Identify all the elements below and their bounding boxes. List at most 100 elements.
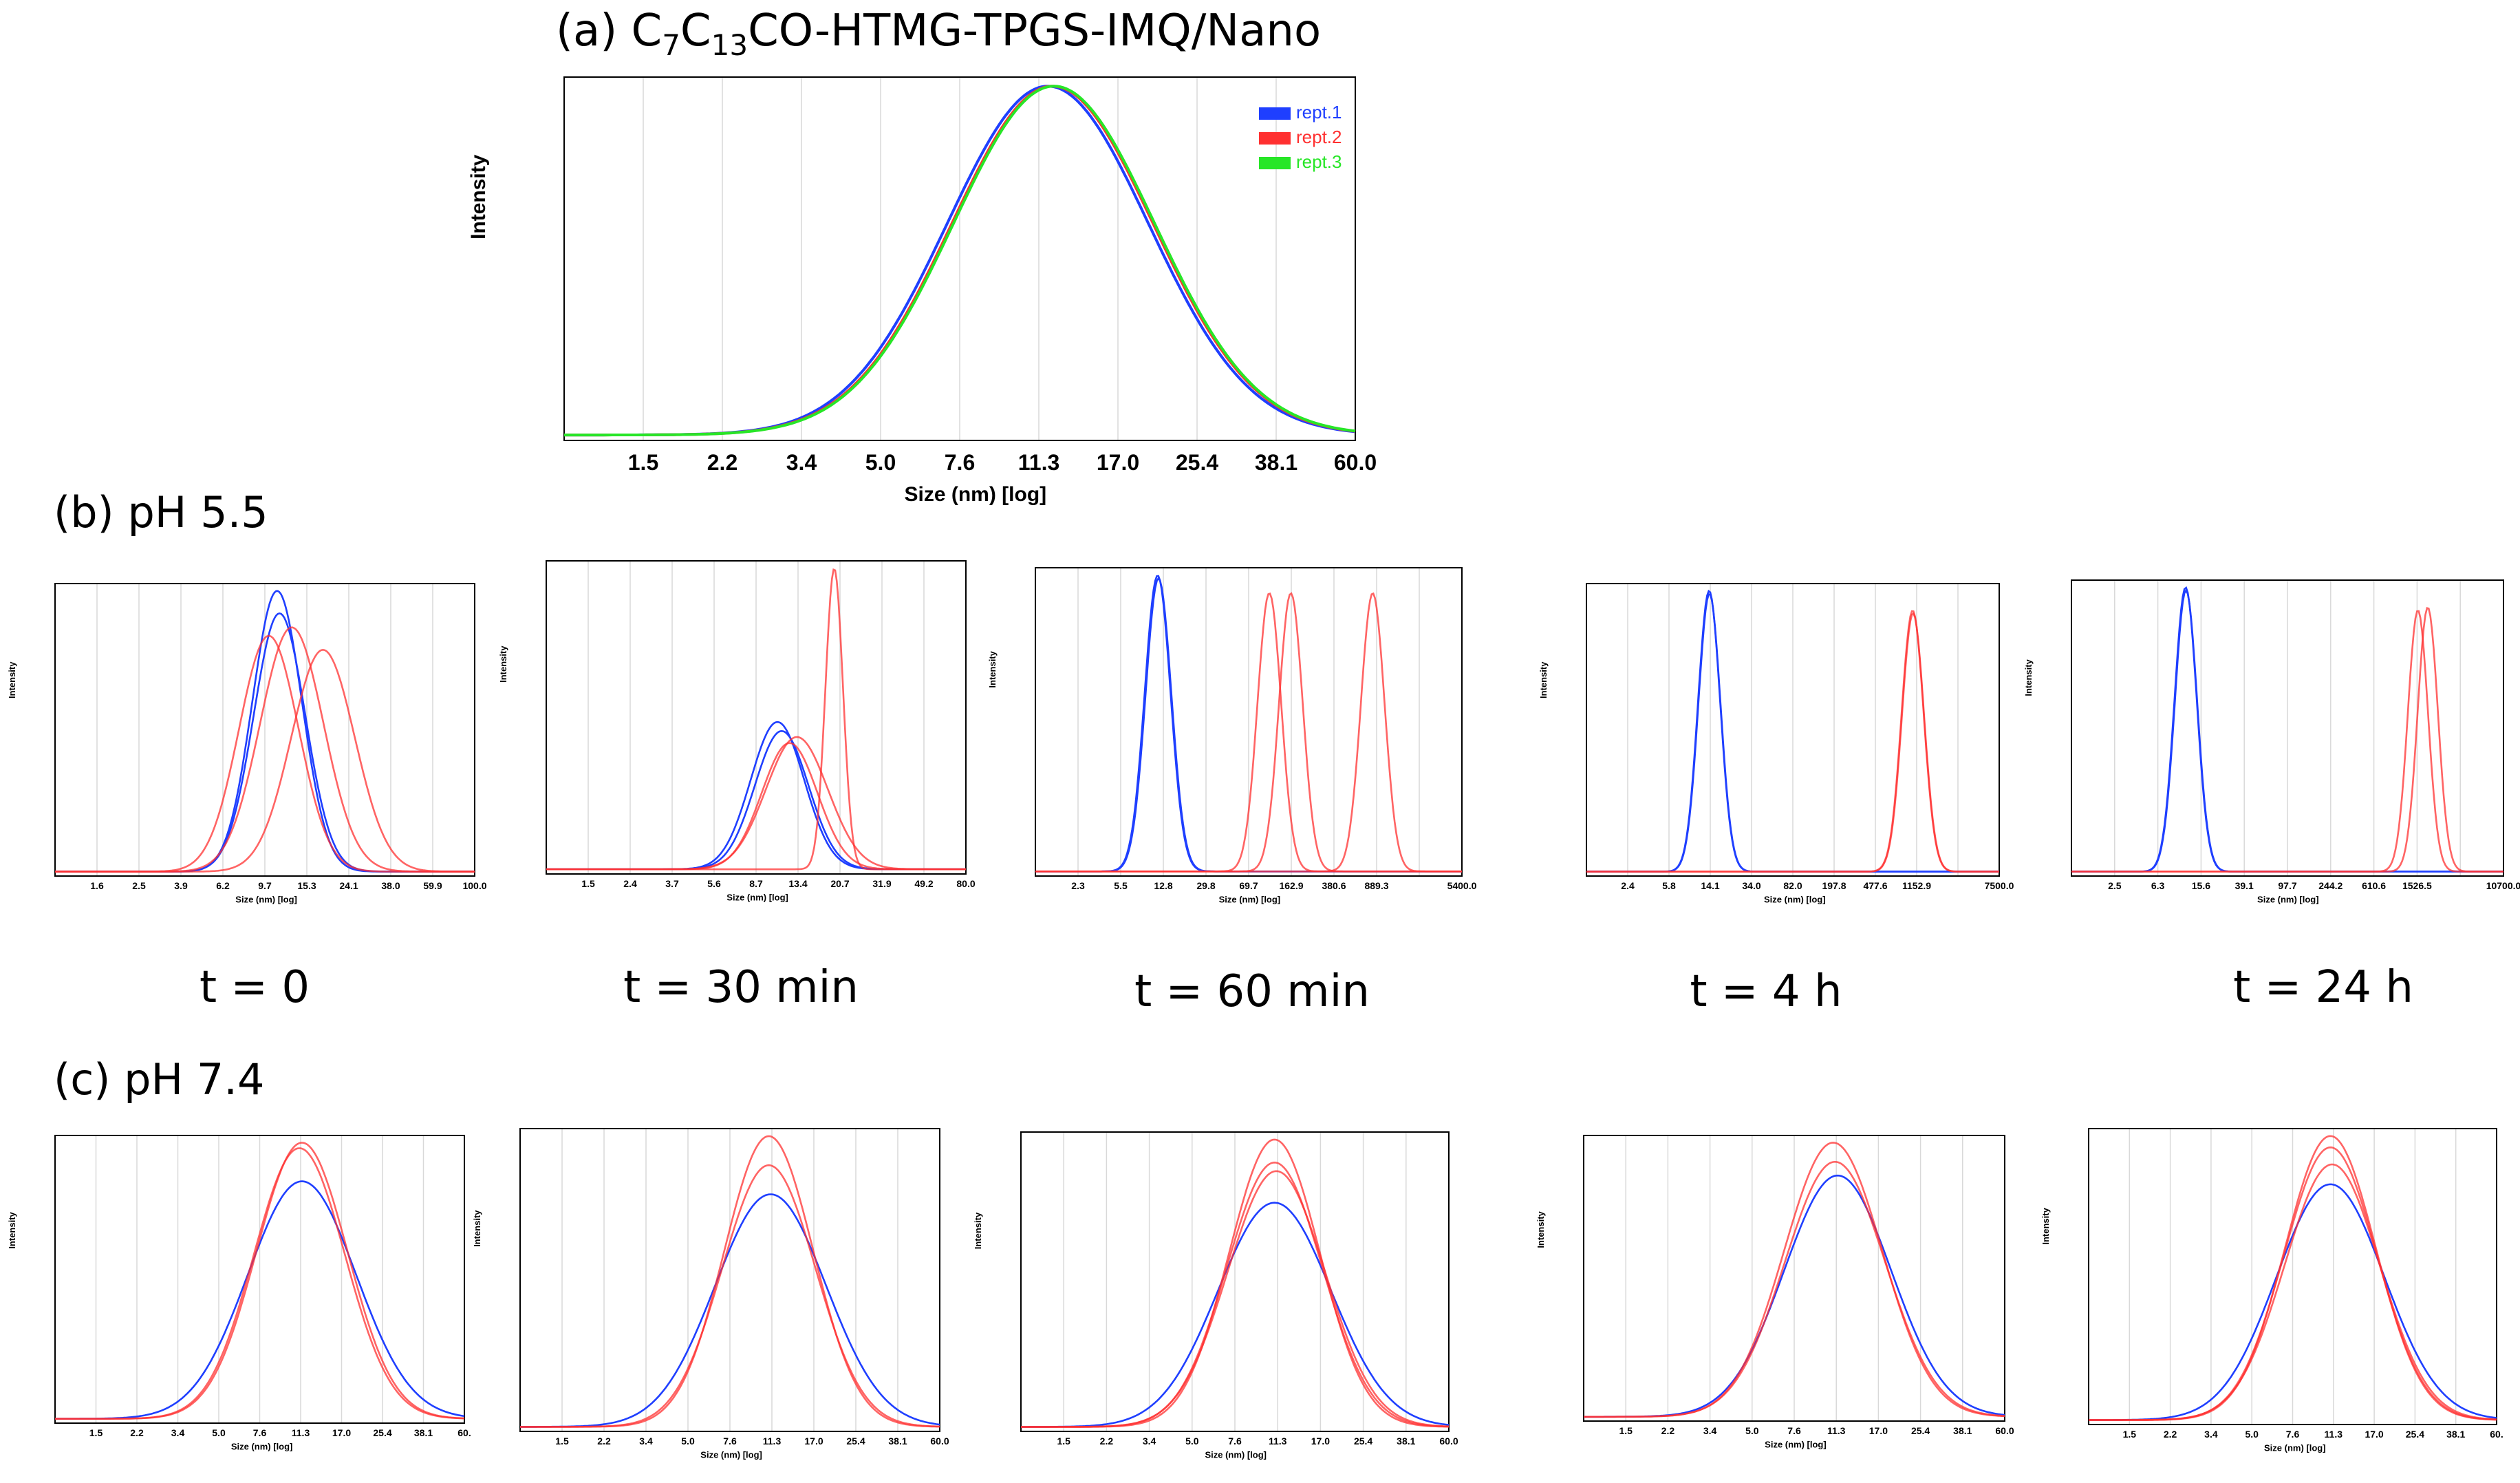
tick-label: 1.5 <box>581 878 595 889</box>
x-axis-label: Size (nm) [log] <box>1205 1450 1267 1460</box>
tick-label: 1152.9 <box>1902 880 1931 891</box>
chart-b30: 1.5 2.4 3.7 5.6 8.7 13.4 20.7 31.9 49.2 80.0 Size … <box>498 560 976 903</box>
chart-c60: 1.5 2.2 3.4 5.0 7.6 11.3 17.0 25.4 38.1 60.0 Size … <box>973 1131 1458 1460</box>
y-axis-label: Intensity <box>2040 1207 2051 1244</box>
chart-c30: 1.5 2.2 3.4 5.0 7.6 11.3 17.0 25.4 38.1 60.0 Size … <box>472 1128 949 1460</box>
series-line-rept-5 <box>546 568 966 871</box>
tick-label: 20.7 <box>830 878 849 889</box>
tick-label: 60. <box>457 1427 471 1438</box>
y-axis-label: Intensity <box>7 1211 17 1248</box>
panel-a-prefix: (a) <box>556 6 632 56</box>
chart-c24h: 1.5 2.2 3.4 5.0 7.6 11.3 17.0 25.4 38.1 60. Size (… <box>2040 1128 2503 1453</box>
tick-label: 2.2 <box>2164 1429 2177 1440</box>
tick-label: 82.0 <box>1783 880 1802 891</box>
tick-label: 17.0 <box>804 1436 823 1447</box>
tick-label: 12.8 <box>1154 880 1172 891</box>
tick-label: 25.4 <box>373 1427 391 1438</box>
tick-label: 97.7 <box>2278 880 2296 891</box>
legend-swatch <box>1259 132 1291 145</box>
tick-label: 2.2 <box>597 1436 611 1447</box>
tick-label: 25.4 <box>1354 1436 1372 1447</box>
y-axis-label: Intensity <box>973 1212 983 1249</box>
tick-label: 17.0 <box>332 1427 351 1438</box>
tick-label: 1.5 <box>2123 1429 2137 1440</box>
tick-label: 10700.0 <box>2486 880 2520 891</box>
tick-label: 5.0 <box>1185 1436 1199 1447</box>
tick-label: 6.3 <box>2151 880 2165 891</box>
tick-label: 38.0 <box>381 880 400 891</box>
tick-label: 2.2 <box>707 450 737 475</box>
tick-label: 6.2 <box>216 880 230 891</box>
chart-b4h: 2.4 5.8 14.1 34.0 82.0 197.8 477.6 1152.9 7500.0… <box>1538 583 2014 905</box>
tick-label: 38.1 <box>414 1427 433 1438</box>
tick-label: 25.4 <box>1176 450 1218 475</box>
tick-label: 60. <box>2490 1429 2503 1440</box>
tick-label: 11.3 <box>2325 1429 2343 1440</box>
panel-a-sub13: 13 <box>711 28 748 62</box>
section-b-title: (b) pH 5.5 <box>54 487 268 537</box>
series-line-rept-3 <box>564 85 1356 437</box>
tick-label: 3.7 <box>665 878 679 889</box>
tick-label: 1.5 <box>89 1427 103 1438</box>
tick-label: 17.0 <box>2365 1429 2383 1440</box>
chart-c0: 1.5 2.2 3.4 5.0 7.6 11.3 17.0 25.4 38.1 60. Size (… <box>7 1135 471 1452</box>
x-axis-label: Size (nm) [log] <box>726 893 788 903</box>
tick-label: 2.4 <box>623 878 637 889</box>
tick-label: 49.2 <box>914 878 933 889</box>
series-line-rept-4 <box>1586 612 1999 873</box>
x-axis-label: Size (nm) [log] <box>2264 1443 2326 1453</box>
legend-label: rept.1 <box>1296 102 1342 122</box>
tick-label: 3.4 <box>639 1436 653 1447</box>
tick-label: 2.5 <box>132 880 146 891</box>
tick-label: 3.4 <box>1703 1425 1717 1436</box>
tick-label: 25.4 <box>2406 1429 2424 1440</box>
tick-label: 5.0 <box>1745 1425 1759 1436</box>
tick-label: 5.6 <box>707 878 721 889</box>
tick-label: 60.0 <box>1995 1425 2014 1436</box>
x-axis-label: Size (nm) [log] <box>231 1442 293 1452</box>
time-label-4h: t = 4 h <box>1690 966 1842 1017</box>
tick-label: 34.0 <box>1742 880 1760 891</box>
tick-label: 17.0 <box>1869 1425 1888 1436</box>
chart-b60: 2.3 5.5 12.8 29.8 69.7 162.9 380.6 889.3 5400.0 S… <box>987 567 1477 905</box>
tick-label: 5.0 <box>2245 1429 2259 1440</box>
tick-label: 2.3 <box>1071 880 1085 891</box>
tick-label: 9.7 <box>258 880 272 891</box>
legend-swatch <box>1259 107 1291 120</box>
tick-label: 15.3 <box>297 880 316 891</box>
tick-label: 80.0 <box>956 878 975 889</box>
series-line-rept-5 <box>55 648 475 873</box>
tick-label: 11.3 <box>1018 450 1060 475</box>
x-axis-label: Size (nm) [log] <box>700 1450 762 1460</box>
y-axis-label: Intensity <box>1538 661 1549 698</box>
panel-a-sub7: 7 <box>662 28 680 62</box>
tick-label: 3.4 <box>2204 1429 2218 1440</box>
tick-label: 7.6 <box>945 450 975 475</box>
x-axis-label: Size (nm) [log] <box>1764 895 1826 905</box>
tick-label: 24.1 <box>339 880 358 891</box>
chart-b0: 1.6 2.5 3.9 6.2 9.7 15.3 24.1 38.0 59.9 100.0 Size… <box>7 583 487 905</box>
y-axis-label: Intensity <box>498 646 508 683</box>
tick-label: 31.9 <box>872 878 891 889</box>
tick-label: 7.6 <box>1787 1425 1801 1436</box>
series-line-rept-4 <box>2089 1163 2497 1421</box>
series-line-rept-4 <box>1021 1170 1450 1428</box>
x-axis-label: Size (nm) [log] <box>235 895 297 905</box>
tick-label: 610.6 <box>2362 880 2386 891</box>
tick-label: 197.8 <box>1822 880 1846 891</box>
tick-label: 38.1 <box>888 1436 907 1447</box>
tick-label: 60.0 <box>1334 450 1377 475</box>
panel-a-c2: C <box>680 6 711 56</box>
tick-label: 17.0 <box>1311 1436 1330 1447</box>
section-c-title: (c) pH 7.4 <box>54 1054 264 1105</box>
tick-label: 5.0 <box>865 450 896 475</box>
tick-label: 11.3 <box>1827 1425 1846 1436</box>
series-line-rept-1 <box>2089 1183 2497 1421</box>
series-line-rept-3 <box>520 1164 940 1428</box>
tick-label: 38.1 <box>1953 1425 1972 1436</box>
tick-label: 1.5 <box>1057 1436 1070 1447</box>
tick-label: 889.3 <box>1364 880 1388 891</box>
charts-layer: 1.5 2.2 3.4 5.0 7.6 11.3 17.0 25.4 38.1 60.0 Size … <box>7 76 2520 1460</box>
panel-a-c: C <box>632 6 663 56</box>
panel-a-title: (a) C7C13CO-HTMG-TPGS-IMQ/Nano <box>556 6 1321 62</box>
